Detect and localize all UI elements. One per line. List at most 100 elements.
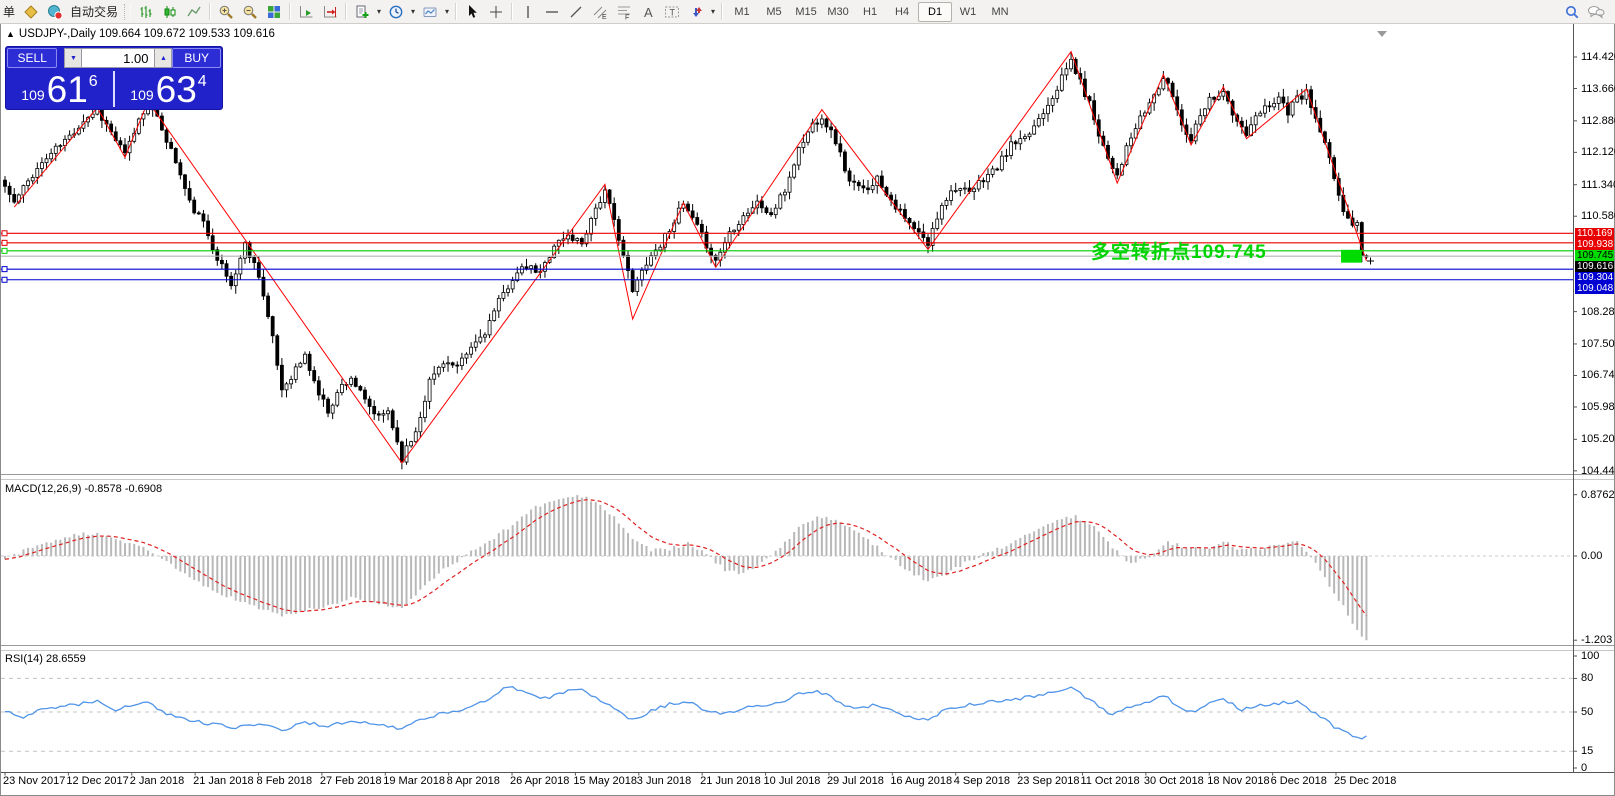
truncated-order-label[interactable]: 单 [3,5,16,19]
end-of-chart-marker [1367,257,1374,265]
price-level-label: 109.048 [1575,283,1614,294]
dropdown-arrow-icon[interactable]: ▾ [377,7,382,16]
top-toolbar: 单 自动交易 ▾ ▾ ▾ E F [0,0,1615,24]
date-tick-label: 15 May 2018 [573,775,638,787]
timeframe-button-W1[interactable]: W1 [959,5,977,18]
lot-size-input[interactable]: 1.00 [82,48,155,68]
timeframe-button-D1[interactable]: D1 [918,1,953,22]
turning-point-highlight-box[interactable] [1341,249,1362,263]
text-label-icon[interactable]: T [660,2,683,22]
autotrading-icon[interactable] [43,2,66,22]
rsi-tick-label: 15 [1581,745,1594,758]
new-chart-icon[interactable] [350,2,373,22]
arrows-icon[interactable] [684,2,707,22]
chart-title-text: USDJPY-,Daily 109.664 109.672 109.533 10… [18,28,275,40]
price-level-label: 109.938 [1575,239,1614,250]
dropdown-arrow-icon[interactable]: ▾ [445,7,450,16]
chart-shift-icon[interactable] [318,2,341,22]
horizontal-line-icon[interactable] [540,2,563,22]
date-tick-label: 12 Dec 2017 [66,775,129,787]
date-tick-label: 19 Mar 2018 [383,775,446,787]
price-tick-label: 108.280 [1581,305,1615,318]
templates-icon[interactable] [418,2,441,22]
periods-clock-icon[interactable] [384,2,407,22]
date-tick-label: 4 Sep 2018 [953,775,1010,787]
chart-line-icon[interactable] [182,2,205,22]
toolbar-gripper [124,3,132,20]
toolbar-separator [345,3,347,20]
buy-price-main: 63 [155,69,197,110]
date-tick-label: 21 Jun 2018 [700,775,761,787]
sell-price[interactable]: 109 61 6 [6,69,113,109]
macd-histogram [4,495,1368,641]
collapse-triangle-icon[interactable]: ▲ [6,29,15,39]
price-tick-label: 106.740 [1581,369,1615,382]
date-tick-label: 30 Oct 2018 [1143,775,1204,787]
text-icon[interactable]: A [636,2,659,22]
autotrading-label[interactable]: 自动交易 [70,5,119,19]
search-icon[interactable] [1560,2,1583,22]
sell-button[interactable]: SELL [7,48,58,68]
toolbar-separator [721,3,723,20]
channel-icon[interactable]: E [588,2,611,22]
price-tick-label: 112.120 [1581,146,1615,159]
buy-price-sup: 4 [197,73,207,90]
line-anchor-marker[interactable] [1,230,8,237]
price-tick-label: 110.580 [1581,210,1615,223]
chart-candles-icon[interactable] [158,2,181,22]
timeframe-button-M15[interactable]: M15 [795,5,817,18]
price-level-label: 109.616 [1575,261,1614,272]
line-anchor-marker[interactable] [1,239,8,246]
timeframe-button-M30[interactable]: M30 [827,5,849,18]
buy-price[interactable]: 109 63 4 [115,69,222,109]
lot-increase-button[interactable]: ▲ [154,48,173,68]
timeframe-button-MN[interactable]: MN [991,5,1009,18]
price-divider [113,71,115,107]
rsi-line [4,686,1367,740]
vertical-line-icon[interactable] [516,2,539,22]
buy-button[interactable]: BUY [172,48,221,68]
date-tick-label: 8 Apr 2018 [446,775,500,787]
dropdown-arrow-icon[interactable]: ▾ [711,7,716,16]
date-tick-label: 26 Apr 2018 [510,775,570,787]
line-anchor-marker[interactable] [1,247,8,254]
lot-decrease-button[interactable]: ▼ [64,48,83,68]
zoom-in-icon[interactable] [214,2,237,22]
timeframe-button-H4[interactable]: H4 [895,5,910,18]
gold-diamond-icon[interactable] [19,2,42,22]
toolbar-separator [455,3,457,20]
rsi-tick-label: 0 [1581,762,1588,774]
date-tick-label: 23 Nov 2017 [3,775,66,787]
dropdown-arrow-icon[interactable]: ▾ [411,7,416,16]
cursor-icon[interactable] [460,2,483,22]
date-tick-label: 16 Aug 2018 [890,775,953,787]
macd-tick-label: -1.203 [1581,634,1613,647]
date-tick-label: 2 Jan 2018 [129,775,185,787]
tile-windows-icon[interactable] [262,2,285,22]
price-tick-label: 112.880 [1581,114,1615,127]
line-anchor-marker[interactable] [1,266,8,273]
text-letter: A [644,5,653,20]
line-anchor-marker[interactable] [1,276,8,283]
trendline-icon[interactable] [564,2,587,22]
toolbar-separator [511,3,513,20]
macd-tick-label: 0.8762 [1581,488,1615,501]
date-tick-label: 18 Nov 2018 [1207,775,1270,787]
date-tick-label: 10 Jul 2018 [763,775,821,787]
lot-spinner: ▼ 1.00 ▲ [64,48,173,68]
price-level-label: 110.169 [1575,228,1614,239]
rsi-tick-label: 100 [1581,650,1600,662]
toolbar-separator [209,3,211,20]
timeframe-button-M5[interactable]: M5 [766,5,782,18]
chat-icon[interactable] [1584,2,1607,22]
crosshair-icon[interactable] [484,2,507,22]
scroll-end-icon[interactable] [1377,31,1387,37]
timeframe-button-M1[interactable]: M1 [734,5,750,18]
auto-scroll-icon[interactable] [294,2,317,22]
date-tick-label: 3 Jun 2018 [636,775,692,787]
timeframe-button-H1[interactable]: H1 [863,5,878,18]
zoom-out-icon[interactable] [238,2,261,22]
chart-bars-icon[interactable] [134,2,157,22]
fibonacci-icon[interactable]: F [612,2,635,22]
